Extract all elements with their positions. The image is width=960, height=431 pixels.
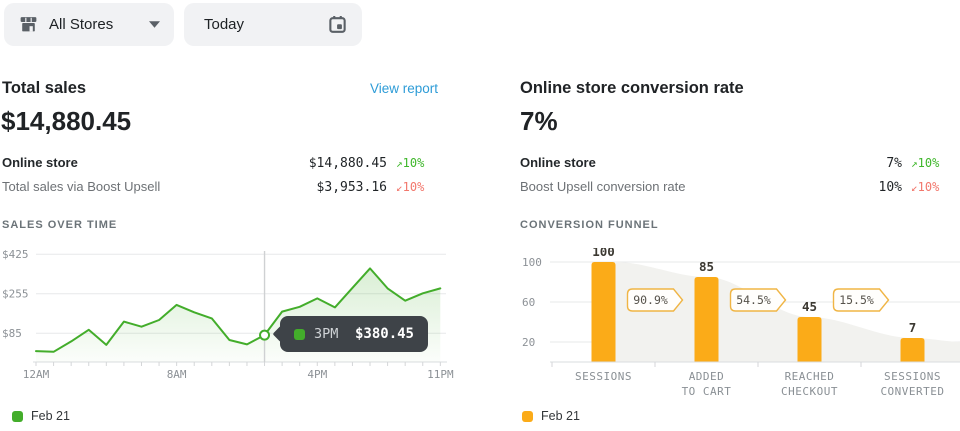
category-label: CONVERTED [880,385,944,398]
funnel-bar[interactable] [694,277,719,362]
date-filter-button[interactable]: Today [184,3,362,46]
conversion-rate-label: 90.9% [633,293,668,307]
conversion-legend-swatch [522,410,533,422]
metric-value: $3,953.16 [316,180,387,195]
conversion-funnel-chart[interactable]: 20 60 100 100 85 45 7 SESSIONS ADDED TO CART REACH… [520,248,960,400]
change-percent: 10% [917,180,940,194]
conversion-metric-rows: Online store 7% ↗10% Boost Upsell conver… [520,151,955,199]
trend-down-icon: ↙ [911,181,918,194]
change-percent: 10% [402,156,425,170]
conversion-badge [729,288,787,312]
funnel-bar[interactable] [591,262,616,362]
y-axis-tick-label: $425 [2,248,29,261]
metric-change-down: ↙10% [387,175,440,200]
date-filter-label: Today [204,16,245,33]
store-filter-label: All Stores [49,16,114,33]
chevron-down-icon [149,21,160,28]
metric-label: Online store [2,155,78,170]
metric-value: $14,880.45 [308,156,387,171]
metric-label: Total sales via Boost Upsell [2,179,161,194]
sales-line[interactable] [35,267,442,353]
conversion-legend: Feb 21 [522,409,580,423]
conversion-total-value: 7% [520,106,558,136]
category-label: ADDED [689,370,725,383]
tooltip-time: 3PM [314,326,339,342]
sales-over-time-label: SALES OVER TIME [2,219,118,231]
y-axis-tick-label: $85 [2,327,22,340]
conversion-rate-label: 15.5% [839,293,874,307]
metric-label: Boost Upsell conversion rate [520,179,686,194]
metric-row-boost-upsell: Boost Upsell conversion rate 10% ↙10% [520,175,955,199]
x-axis-tick-label: 12AM [23,368,50,381]
conversion-rate-label: 54.5% [736,293,771,307]
category-label: SESSIONS [884,370,941,383]
store-filter-button[interactable]: All Stores [4,3,174,46]
conversion-badge [626,288,684,312]
sales-legend: Feb 21 [12,409,70,423]
category-label: SESSIONS [575,370,632,383]
bar-value-label: 85 [699,259,714,274]
metric-row-online-store: Online store $14,880.45 ↗10% [2,151,440,175]
sales-panel-title: Total sales [2,79,87,97]
trend-up-icon: ↗ [396,157,403,170]
metric-value: 10% [878,180,902,195]
x-axis-tick-label: 4PM [307,368,327,381]
category-label: CHECKOUT [781,385,838,398]
metric-change-up: ↗10% [902,151,955,176]
metric-label: Online store [520,155,596,170]
trend-up-icon: ↗ [911,157,918,170]
conversion-panel-title: Online store conversion rate [520,79,744,97]
metric-change-down: ↙10% [902,175,955,200]
metric-row-boost-upsell: Total sales via Boost Upsell $3,953.16 ↙… [2,175,440,199]
sales-legend-label: Feb 21 [31,409,70,423]
y-axis-tick-label: $255 [2,288,29,301]
trend-down-icon: ↙ [396,181,403,194]
tooltip-series-swatch [294,328,305,340]
change-percent: 10% [402,180,425,194]
sales-metric-rows: Online store $14,880.45 ↗10% Total sales… [2,151,440,199]
category-label: TO CART [682,385,732,398]
x-axis-tick-label: 11PM [427,368,454,381]
conversion-legend-label: Feb 21 [541,409,580,423]
metric-row-online-store: Online store 7% ↗10% [520,151,955,175]
metric-value: 7% [886,156,902,171]
x-axis-tick-label: 8AM [167,368,187,381]
bar-value-label: 45 [802,299,817,314]
bar-value-label: 7 [909,320,917,335]
bar-value-label: 100 [592,248,615,259]
conversion-badge [832,288,890,312]
storefront-icon [20,17,37,32]
category-label: REACHED [785,370,835,383]
y-axis-tick-label: 100 [522,256,542,269]
funnel-bar[interactable] [900,338,925,362]
change-percent: 10% [917,156,940,170]
y-axis-tick-label: 20 [522,336,535,349]
y-axis-tick-label: 60 [522,296,535,309]
sales-legend-swatch [12,410,23,422]
tooltip-value: $380.45 [354,326,414,342]
hover-marker[interactable] [259,329,271,341]
metric-change-up: ↗10% [387,151,440,176]
conversion-funnel-label: CONVERSION FUNNEL [520,219,659,231]
chart-tooltip: 3PM $380.45 [280,316,428,352]
sales-total-value: $14,880.45 [1,106,132,136]
funnel-bar[interactable] [797,317,822,362]
calendar-icon [329,15,346,33]
view-report-link[interactable]: View report [369,81,438,96]
